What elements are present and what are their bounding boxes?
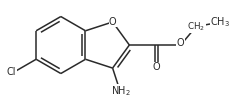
Text: O: O	[153, 62, 160, 72]
Text: Cl: Cl	[7, 67, 16, 77]
Text: CH$_3$: CH$_3$	[210, 15, 230, 29]
Text: CH$_2$: CH$_2$	[187, 20, 205, 33]
Text: NH$_2$: NH$_2$	[111, 85, 131, 98]
Text: O: O	[109, 17, 117, 27]
Text: O: O	[177, 38, 184, 49]
